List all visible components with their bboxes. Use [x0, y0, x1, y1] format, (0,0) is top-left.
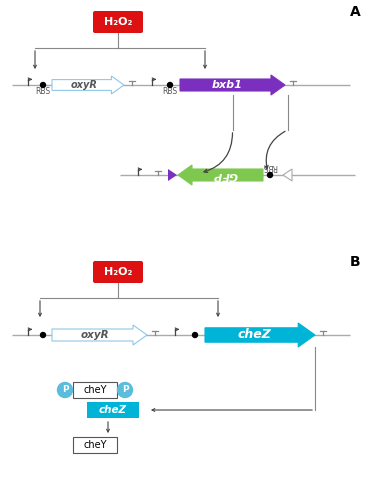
Text: RBS: RBS [162, 88, 177, 96]
Text: A: A [350, 5, 360, 19]
Text: cheY: cheY [83, 440, 107, 450]
Text: H₂O₂: H₂O₂ [104, 17, 132, 27]
Text: bxb1: bxb1 [212, 80, 243, 90]
Text: RBS: RBS [35, 88, 50, 96]
Text: P: P [62, 386, 68, 394]
Circle shape [193, 332, 197, 338]
FancyArrow shape [178, 165, 263, 185]
Text: GFP: GFP [212, 170, 237, 180]
Text: P: P [122, 386, 128, 394]
FancyArrow shape [205, 323, 315, 347]
Circle shape [41, 332, 45, 338]
Text: oxyR: oxyR [80, 330, 109, 340]
Circle shape [58, 382, 73, 398]
Circle shape [41, 82, 45, 87]
FancyArrow shape [52, 76, 124, 94]
FancyBboxPatch shape [93, 11, 143, 33]
Text: cheY: cheY [83, 385, 107, 395]
Circle shape [267, 172, 273, 178]
Text: H₂O₂: H₂O₂ [104, 267, 132, 277]
Polygon shape [168, 169, 177, 181]
FancyArrow shape [52, 325, 147, 345]
FancyArrow shape [180, 75, 285, 95]
Text: cheZ: cheZ [99, 405, 127, 415]
FancyBboxPatch shape [93, 261, 143, 283]
Circle shape [167, 82, 173, 87]
Text: B: B [350, 255, 360, 269]
Circle shape [117, 382, 132, 398]
Text: RBS: RBS [262, 162, 277, 172]
FancyBboxPatch shape [73, 437, 117, 453]
FancyBboxPatch shape [73, 382, 117, 398]
Text: oxyR: oxyR [71, 80, 98, 90]
Text: cheZ: cheZ [238, 328, 271, 342]
FancyBboxPatch shape [87, 402, 139, 418]
Polygon shape [283, 169, 292, 181]
